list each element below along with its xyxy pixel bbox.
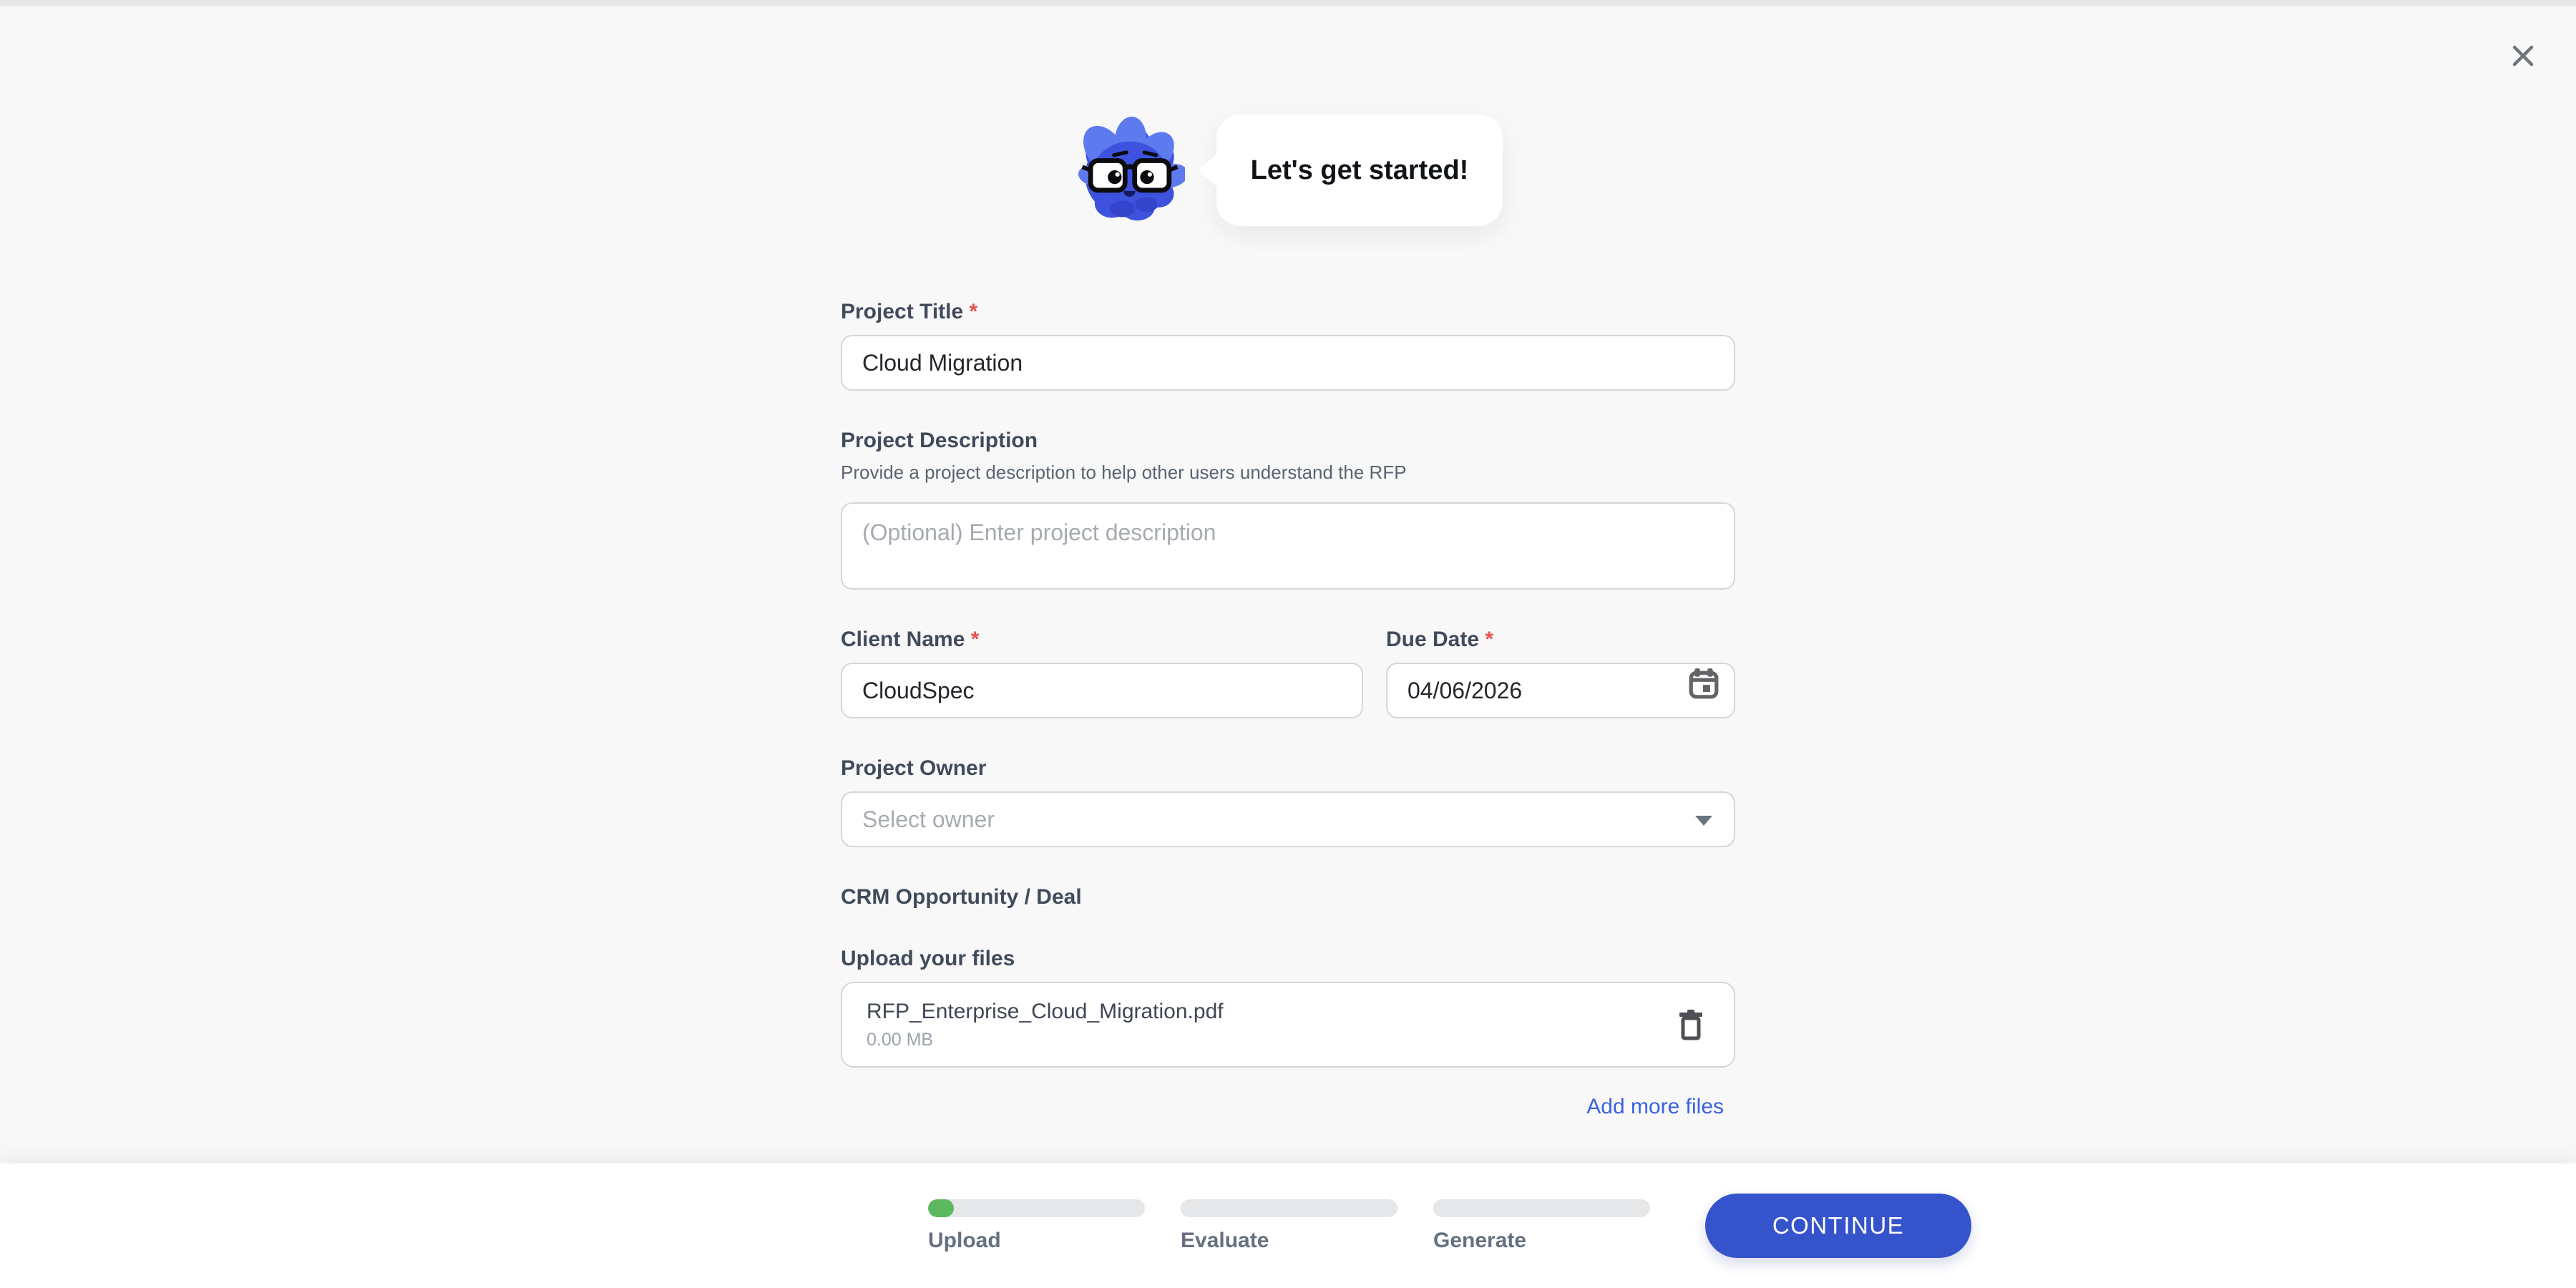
delete-file-button[interactable] bbox=[1672, 1005, 1709, 1045]
step-generate: Generate bbox=[1433, 1199, 1650, 1253]
add-more-files-link[interactable]: Add more files bbox=[1586, 1095, 1724, 1118]
trash-icon bbox=[1679, 1010, 1702, 1040]
project-owner-placeholder: Select owner bbox=[862, 806, 995, 832]
step-upload-progress-fill bbox=[928, 1199, 955, 1217]
due-date-input[interactable] bbox=[1386, 663, 1735, 718]
required-asterisk: * bbox=[970, 628, 980, 651]
crm-opportunity-field: CRM Opportunity / Deal bbox=[841, 884, 1735, 910]
page-top-edge bbox=[0, 0, 2576, 6]
add-more-files-row: Add more files bbox=[841, 1095, 1735, 1119]
calendar-icon bbox=[1689, 668, 1719, 699]
file-size: 0.00 MB bbox=[867, 1029, 934, 1050]
project-description-label: Project Description bbox=[841, 429, 1038, 452]
project-description-field: Project Description Provide a project de… bbox=[841, 428, 1735, 590]
close-button[interactable] bbox=[2499, 31, 2547, 80]
project-owner-select[interactable]: Select owner bbox=[841, 791, 1735, 847]
uploaded-file-row: RFP_Enterprise_Cloud_Migration.pdf 0.00 … bbox=[841, 982, 1735, 1068]
step-upload: Upload bbox=[928, 1199, 1145, 1253]
project-title-input[interactable] bbox=[841, 335, 1735, 391]
project-description-helper: Provide a project description to help ot… bbox=[841, 462, 1407, 483]
project-title-field: Project Title * bbox=[841, 299, 1735, 391]
progress-steps: Upload Evaluate Generate bbox=[928, 1199, 1650, 1253]
client-name-input[interactable] bbox=[841, 663, 1363, 718]
project-owner-field: Project Owner Select owner bbox=[841, 756, 1735, 847]
client-name-label: Client Name * bbox=[841, 628, 980, 651]
step-generate-progressbar bbox=[1433, 1199, 1650, 1217]
project-description-input[interactable] bbox=[841, 502, 1735, 590]
upload-files-section: Upload your files RFP_Enterprise_Cloud_M… bbox=[841, 946, 1735, 1119]
step-evaluate-label: Evaluate bbox=[1181, 1229, 1269, 1252]
project-title-label: Project Title * bbox=[841, 300, 978, 323]
file-info: RFP_Enterprise_Cloud_Migration.pdf 0.00 … bbox=[867, 1000, 1224, 1050]
crm-opportunity-label: CRM Opportunity / Deal bbox=[841, 885, 1082, 909]
date-picker-button[interactable] bbox=[1684, 663, 1724, 703]
upload-files-label: Upload your files bbox=[841, 947, 1015, 970]
step-evaluate: Evaluate bbox=[1181, 1199, 1397, 1253]
project-owner-label: Project Owner bbox=[841, 756, 987, 780]
step-evaluate-progressbar bbox=[1181, 1199, 1397, 1217]
project-form: Let's get started! Project Title * Proje… bbox=[841, 114, 1735, 1119]
mascot-avatar-icon bbox=[1078, 116, 1185, 221]
required-asterisk: * bbox=[969, 300, 978, 323]
chevron-down-icon bbox=[1695, 816, 1712, 826]
speech-bubble: Let's get started! bbox=[1216, 114, 1503, 226]
step-generate-label: Generate bbox=[1433, 1229, 1527, 1252]
client-name-field: Client Name * bbox=[841, 627, 1363, 718]
assistant-message: Let's get started! bbox=[1250, 155, 1469, 185]
step-upload-label: Upload bbox=[928, 1229, 1001, 1252]
step-upload-progressbar bbox=[928, 1199, 1145, 1217]
continue-button[interactable]: CONTINUE bbox=[1705, 1194, 1971, 1258]
due-date-field: Due Date * bbox=[1386, 627, 1735, 718]
client-due-row: Client Name * Due Date * bbox=[841, 627, 1735, 718]
close-icon bbox=[2512, 45, 2534, 67]
assistant-header: Let's get started! bbox=[841, 114, 1735, 226]
file-name: RFP_Enterprise_Cloud_Migration.pdf bbox=[867, 999, 1224, 1023]
wizard-footer: Upload Evaluate Generate CONTINUE bbox=[0, 1163, 2576, 1288]
required-asterisk: * bbox=[1485, 628, 1494, 651]
due-date-label: Due Date * bbox=[1386, 628, 1494, 651]
